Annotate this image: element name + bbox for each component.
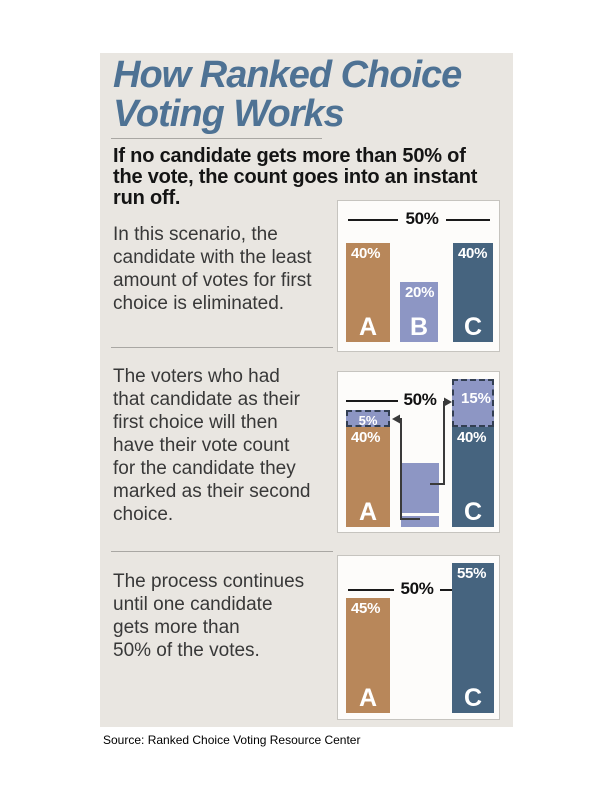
bar-letter-label: A (358, 313, 378, 341)
threshold-line-left (346, 400, 398, 402)
section-3-text: The process continues until one candidat… (113, 571, 305, 661)
bar-letter-label: C (463, 313, 483, 341)
chart-panel-first-count: 50% 40% A 20% B 40% C (337, 200, 500, 352)
transfer-box-to-c: 15% (452, 379, 494, 427)
transfer-percent-label: 5% (358, 413, 378, 428)
bar-letter-label: B (409, 313, 429, 341)
bar-letter-label: C (463, 498, 483, 526)
bar-candidate-a: 40% A (346, 243, 390, 342)
transfer-arrows (392, 397, 452, 520)
page-title: How Ranked Choice Voting Works (113, 54, 462, 135)
chart-panel-run-off: 50% 40% A 5% 40% C 15% (337, 371, 500, 533)
bar-letter-label: C (463, 684, 483, 712)
threshold-label: 50% (405, 209, 439, 228)
bar-letter-label: A (358, 498, 378, 526)
infographic-card: How Ranked Choice Voting Works If no can… (100, 53, 513, 727)
transfer-arrowhead-to-c-icon (444, 397, 452, 407)
bar-percent-label: 40% (351, 245, 381, 262)
section-divider-1 (111, 347, 333, 348)
threshold-line-right (440, 589, 453, 591)
threshold-line-left (348, 219, 398, 221)
intro-text: If no candidate gets more than 50% of th… (113, 145, 478, 209)
transfer-percent-label: 15% (461, 390, 492, 407)
bar-candidate-c: 55% C (452, 563, 494, 713)
threshold-label: 50% (403, 390, 437, 409)
source-attribution: Source: Ranked Choice Voting Resource Ce… (103, 733, 361, 747)
bar-candidate-b: 20% B (400, 282, 438, 342)
title-divider (111, 138, 322, 139)
bar-candidate-a: 40% A (346, 427, 390, 527)
section-2-text: The voters who had that candidate as the… (113, 366, 311, 525)
section-1-text: In this scenario, the candidate with the… (113, 224, 312, 314)
bar-candidate-c: 40% C (452, 427, 494, 527)
transfer-box-to-a: 5% (346, 410, 390, 428)
bar-percent-label: 55% (457, 565, 487, 582)
chart-panel-final-count: 50% 45% A 55% C (337, 555, 500, 720)
transfer-arrow-to-a-icon (399, 418, 420, 520)
bar-letter-label: A (358, 684, 378, 712)
section-divider-2 (111, 551, 333, 552)
bar-candidate-a: 45% A (346, 598, 390, 713)
bar-percent-label: 20% (405, 284, 435, 301)
vote-split-line (401, 513, 439, 516)
bar-percent-label: 40% (458, 245, 488, 262)
eliminated-candidate-b-bar (401, 463, 439, 527)
transfer-arrowhead-to-a-icon (392, 414, 400, 424)
bar-candidate-c: 40% C (453, 243, 493, 342)
bar-percent-label: 45% (351, 600, 381, 617)
bar-percent-label: 40% (457, 429, 487, 446)
threshold-line-left (348, 589, 394, 591)
threshold-line-right (446, 219, 490, 221)
threshold-label: 50% (400, 579, 434, 598)
bar-percent-label: 40% (351, 429, 381, 446)
transfer-arrow-to-c-icon (430, 401, 446, 485)
